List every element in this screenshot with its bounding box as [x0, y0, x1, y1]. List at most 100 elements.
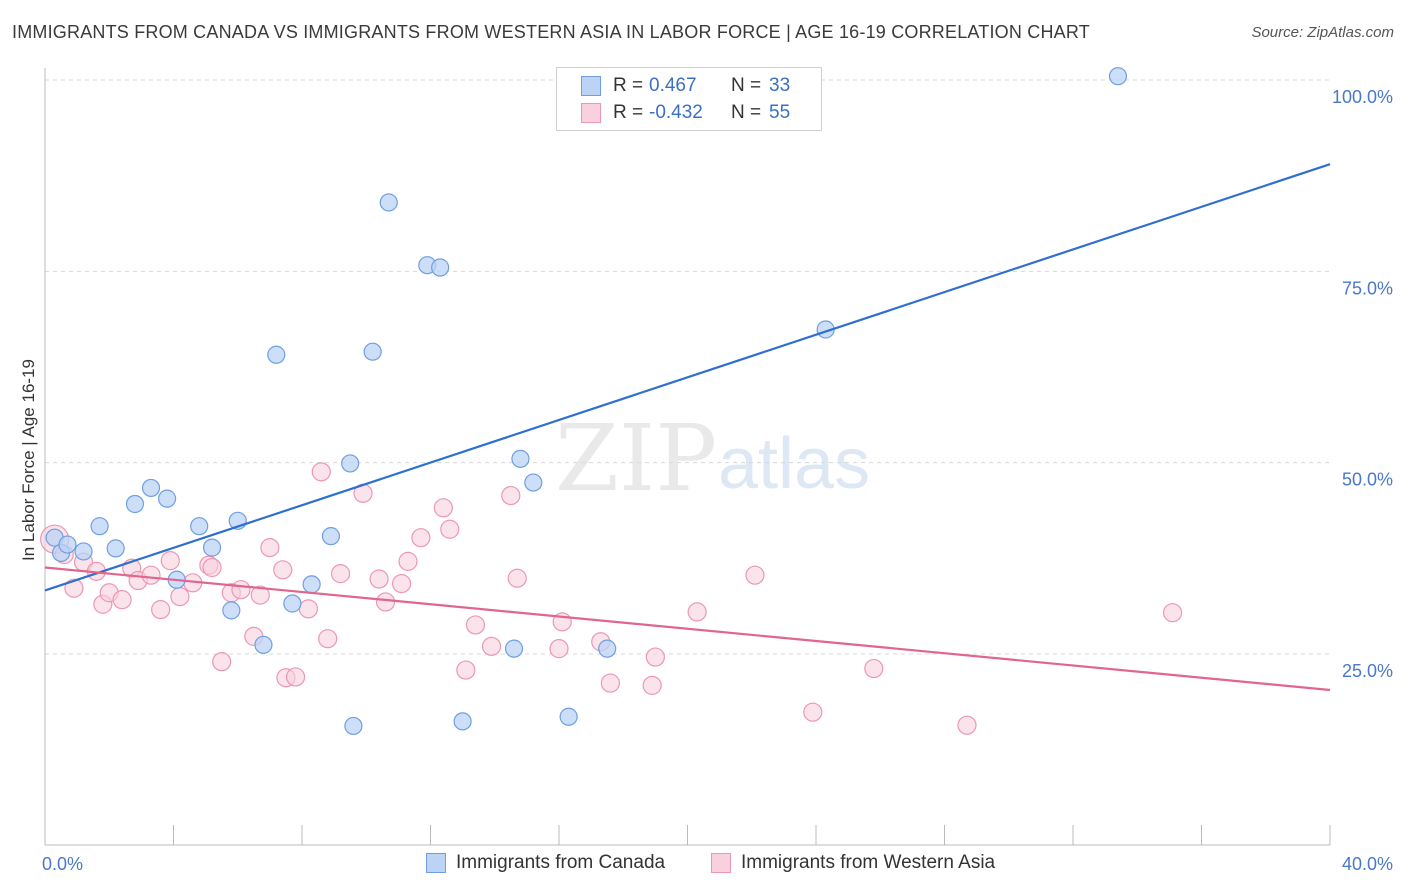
- watermark-atlas: atlas: [718, 424, 870, 504]
- data-point-canada: [379, 193, 398, 212]
- legend-row-western-asia: R = -0.432 N = 55: [581, 100, 790, 126]
- data-point-western-asia: [231, 580, 251, 600]
- data-point-canada: [363, 342, 382, 361]
- data-point-canada: [1108, 67, 1128, 86]
- watermark: ZIP atlas: [555, 405, 870, 512]
- data-point-canada: [157, 489, 177, 508]
- watermark-zip: ZIP: [555, 405, 717, 512]
- source-label: Source: ZipAtlas.com: [1251, 24, 1394, 41]
- legend-r-value: -0.432: [649, 102, 703, 123]
- data-point-western-asia: [375, 592, 396, 612]
- data-point-canada: [202, 538, 222, 557]
- data-point-western-asia: [151, 600, 171, 620]
- data-point-western-asia: [64, 578, 84, 598]
- data-point-western-asia: [957, 715, 977, 735]
- data-point-western-asia: [212, 652, 232, 672]
- legend-swatch-canada: [581, 76, 601, 96]
- series-western-asia: [40, 462, 1183, 735]
- y-tick-label: 50.0%: [1342, 470, 1393, 490]
- data-point-canada: [341, 454, 360, 473]
- data-point-western-asia: [369, 569, 389, 589]
- legend-item-canada: Immigrants from Canada: [426, 852, 665, 874]
- legend-label-western-asia: Immigrants from Western Asia: [741, 852, 996, 873]
- legend-r-label: R =: [613, 102, 644, 123]
- legend-item-western-asia: Immigrants from Western Asia: [711, 852, 995, 874]
- y-tick-label: 25.0%: [1342, 661, 1393, 681]
- data-point-western-asia: [170, 586, 190, 607]
- trend-line-canada: [44, 163, 1331, 592]
- trend-line-western-asia: [44, 566, 1331, 692]
- data-point-western-asia: [549, 639, 569, 659]
- data-point-western-asia: [260, 538, 280, 558]
- y-axis-title: In Labor Force | Age 16-19: [19, 359, 38, 561]
- data-point-western-asia: [398, 551, 418, 571]
- data-point-canada: [190, 517, 209, 536]
- data-point-canada: [524, 473, 543, 492]
- data-point-canada: [431, 258, 450, 277]
- data-point-western-asia: [687, 602, 707, 622]
- data-point-western-asia: [433, 498, 453, 518]
- legend-n-label: N =: [731, 102, 762, 123]
- data-point-western-asia: [745, 565, 765, 585]
- chart-title: IMMIGRANTS FROM CANADA VS IMMIGRANTS FRO…: [12, 22, 1090, 42]
- data-point-canada: [106, 539, 125, 558]
- x-tick-label: 40.0%: [1342, 854, 1393, 874]
- axes: [44, 68, 1331, 846]
- y-tick-label: 75.0%: [1342, 278, 1393, 298]
- data-point-canada: [344, 716, 363, 736]
- data-point-western-asia: [298, 599, 319, 619]
- data-point-western-asia: [391, 573, 412, 594]
- data-point-western-asia: [273, 560, 293, 580]
- data-point-canada: [141, 478, 161, 498]
- data-point-western-asia: [112, 590, 132, 610]
- legend-n-label: N =: [731, 75, 762, 96]
- legend-swatch-western-asia: [581, 103, 601, 123]
- tick-labels: 25.0% 50.0% 75.0% 100.0% 0.0% 40.0%: [42, 87, 1393, 874]
- data-point-canada: [267, 345, 286, 364]
- data-point-canada: [283, 594, 302, 613]
- grid-lines: [45, 79, 1330, 655]
- data-point-western-asia: [864, 658, 884, 679]
- data-point-canada: [453, 712, 472, 731]
- data-point-western-asia: [318, 629, 338, 649]
- data-point-western-asia: [250, 585, 270, 605]
- data-point-western-asia: [600, 673, 621, 693]
- data-point-western-asia: [481, 636, 502, 656]
- trend-lines: [44, 163, 1331, 692]
- data-point-western-asia: [642, 675, 662, 695]
- data-point-western-asia: [311, 462, 331, 482]
- data-point-canada: [321, 527, 341, 546]
- legend-n-value: 33: [769, 75, 791, 96]
- data-point-western-asia: [440, 519, 460, 539]
- data-point-western-asia: [507, 568, 527, 588]
- series-canada: [45, 67, 1128, 736]
- data-point-western-asia: [1162, 603, 1183, 623]
- data-point-canada: [504, 639, 524, 658]
- y-tick-label: 100.0%: [1332, 87, 1393, 107]
- data-point-western-asia: [285, 667, 306, 687]
- legend-row-canada: R = 0.467 N = 33: [581, 73, 790, 99]
- data-point-western-asia: [645, 647, 665, 667]
- data-point-canada: [598, 639, 617, 658]
- legend-swatch-western-asia: [711, 853, 731, 873]
- data-point-canada: [125, 494, 145, 514]
- data-point-western-asia: [411, 528, 431, 548]
- data-point-canada: [74, 542, 93, 561]
- legend-r-value: 0.467: [649, 75, 697, 96]
- data-point-canada: [302, 575, 321, 594]
- data-point-canada: [559, 707, 578, 726]
- data-point-canada: [222, 601, 241, 620]
- legend-swatch-canada: [426, 853, 446, 873]
- data-point-western-asia: [330, 564, 351, 584]
- data-point-western-asia: [456, 660, 476, 680]
- legend-label-canada: Immigrants from Canada: [456, 852, 666, 873]
- data-point-western-asia: [803, 702, 823, 722]
- series-legend: Immigrants from Canada Immigrants from W…: [0, 852, 1406, 878]
- data-point-western-asia: [465, 615, 486, 635]
- data-point-western-asia: [160, 551, 180, 571]
- data-point-western-asia: [202, 557, 222, 578]
- data-point-canada: [511, 449, 530, 468]
- x-tick-label: 0.0%: [42, 854, 83, 874]
- legend-r-label: R =: [613, 75, 644, 96]
